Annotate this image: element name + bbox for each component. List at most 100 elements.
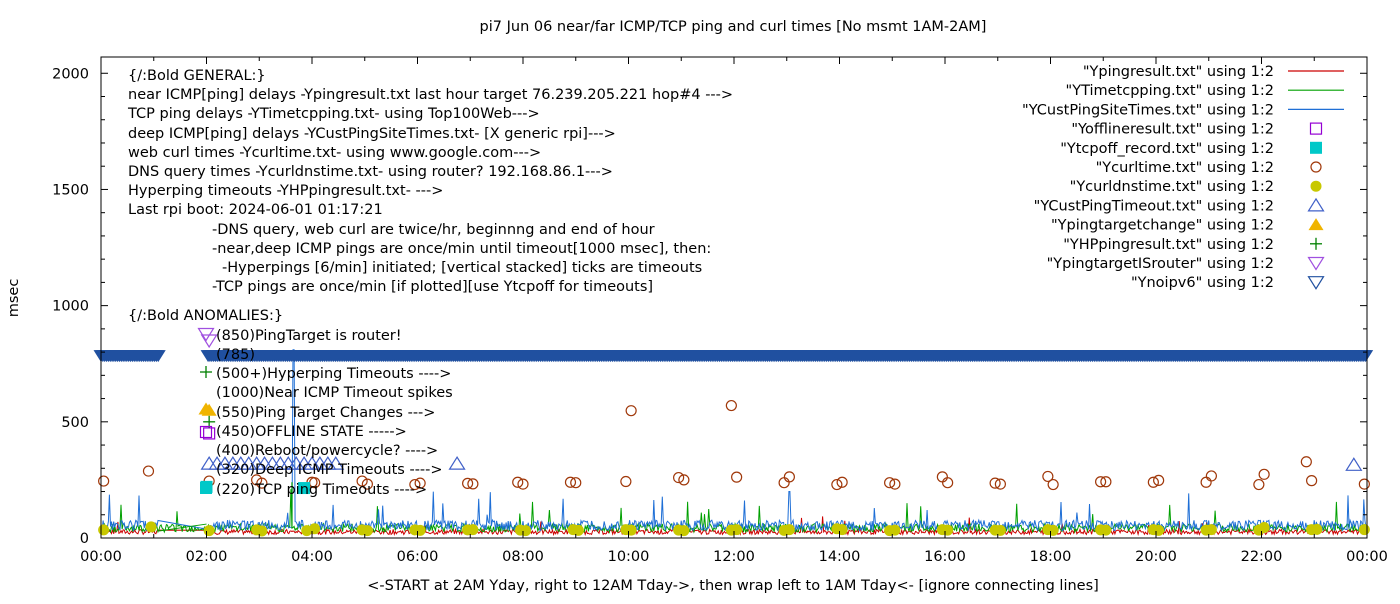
series-ycurltime-txt-point [467, 478, 479, 490]
series-ycurltime-txt-point [678, 474, 690, 486]
tcpping-gap-connector [158, 523, 207, 532]
legend-label-8: "Ypingtargetchange" using 1:2 [1051, 218, 1274, 234]
annotation-3: deep ICMP[ping] delays -YCustPingSiteTim… [128, 126, 616, 142]
x-tick-label: 10:00 [608, 549, 650, 565]
legend-swatch-8 [1308, 218, 1324, 231]
annotation-5: DNS query times -Ycurldnstime.txt- using… [128, 164, 613, 180]
series-ytcpoff-record-txt-point [298, 482, 311, 495]
annotation-7: Last rpi boot: 2024-06-01 01:17:21 [128, 202, 383, 218]
series-ycurltime-txt-point [142, 465, 155, 477]
y-tick-label: 1000 [52, 299, 89, 315]
legend-swatch-11 [1307, 276, 1325, 290]
x-tick-label: 14:00 [819, 549, 861, 565]
series-ycurltime-txt-point [1205, 470, 1217, 482]
x-tick-label: 00:00 [80, 549, 122, 565]
series-ycurltime-txt-point [725, 399, 737, 412]
series-ycurltime-txt-point [1300, 456, 1312, 468]
x-tick-label: 18:00 [1030, 549, 1072, 565]
legend-swatch-7 [1307, 197, 1325, 212]
series-ycurldnstime-txt-point [889, 524, 901, 536]
x-tick-label: 02:00 [186, 549, 228, 565]
series-ycustpingtimeout-txt-point [327, 456, 345, 470]
annotation-glyph-1 [200, 366, 212, 378]
series-ycurltime-txt-point [517, 478, 529, 490]
chart-title: pi7 Jun 06 near/far ICMP/TCP ping and cu… [480, 19, 987, 35]
series-yhppingresult-txt-point [203, 415, 216, 428]
series-ycurltime-txt-point [625, 405, 637, 417]
legend-label-4: "Ytcpoff_record.txt" using 1:2 [1060, 141, 1274, 157]
series-ycurltime-txt-point [256, 477, 268, 489]
legend-label-5: "Ycurltime.txt" using 1:2 [1096, 160, 1274, 176]
series-ycurltime-txt-point [361, 478, 373, 490]
x-tick-label: 06:00 [397, 549, 439, 565]
annotation-1: near ICMP[ping] delays -Ypingresult.txt … [128, 87, 733, 103]
series-ycurltime-txt-point [1253, 478, 1265, 491]
series-ycurltime-txt-point [1100, 476, 1112, 488]
series-ycurldnstime-txt-point [361, 525, 373, 537]
annotation-glyph-0 [197, 327, 215, 342]
series-ycurldnstime-txt-point [572, 524, 584, 536]
series-ycurltime-txt-point [1200, 476, 1212, 488]
series-ycurldnstime-txt-point [1100, 524, 1112, 536]
series-ycurltime-txt-point [731, 471, 743, 483]
series-ycustpingtimeout-txt-point [1345, 457, 1363, 471]
series-ycurldnstime-txt-point [1205, 524, 1217, 536]
y-tick-label: 2000 [52, 66, 89, 82]
series-markers [93, 334, 1374, 537]
axes: 00:00 02:00 04:00 06:00 08:00 10:00 12:00 14:00… [52, 56, 1388, 565]
annotation-18: (450)OFFLINE STATE -----> [216, 424, 407, 440]
series-ycurltime-txt-point [98, 475, 110, 487]
annotation-10: -Hyperpings [6/min] initiated; [vertical… [222, 260, 702, 276]
series-ycurldnstime-txt-point [1311, 523, 1323, 535]
legend-label-10: "YpingtargetISrouter" using 1:2 [1047, 256, 1274, 272]
annotation-13: (850)PingTarget is router! [216, 328, 402, 344]
annotation-2: TCP ping delays -YTimetcpping.txt- using… [127, 106, 540, 122]
annotation-21: (220)TCP ping Timeouts ----> [216, 482, 427, 498]
series-ycurltime-txt-point [889, 478, 901, 490]
legend-label-6: "Ycurldnstime.txt" using 1:2 [1070, 179, 1274, 195]
series-ycustpingtimeout-txt-point [448, 456, 466, 470]
annotation-9: -near,deep ICMP pings are once/min until… [212, 241, 711, 257]
series-ynoipv6-point [150, 350, 166, 363]
series-ycurldnstime-txt-point [414, 524, 426, 536]
series-ycurldnstime-txt-point [1153, 524, 1165, 536]
annotation-19: (400)Reboot/powercycle? ----> [216, 443, 438, 459]
annotation-12: {/:Bold ANOMALIES:} [128, 308, 283, 324]
y-axis-label: msec [6, 279, 22, 318]
annotation-8: -DNS query, web curl are twice/hr, begin… [212, 222, 655, 238]
series-ycurldnstime-txt-point [1258, 522, 1270, 534]
annotation-4: web curl times -Ycurltime.txt- using www… [128, 145, 541, 161]
annotation-glyph-2 [198, 402, 214, 415]
legend-swatch-9 [1310, 237, 1322, 250]
series-ycurltime-txt-point [1095, 476, 1107, 488]
legend-label-2: "YCustPingSiteTimes.txt" using 1:2 [1022, 102, 1274, 118]
annotation-11: -TCP pings are once/min [if plotted][use… [212, 279, 653, 295]
annotation-glyph-3 [199, 425, 213, 439]
series-ycurltime-txt-point [570, 477, 582, 489]
series-ycurltime-txt-point [1147, 476, 1159, 488]
x-tick-label: 04:00 [291, 549, 333, 565]
annotation-17: (550)Ping Target Changes ---> [216, 405, 435, 421]
series-ycustpingtimeout-txt-point [200, 456, 218, 470]
annotation-15: (500+)Hyperping Timeouts ----> [216, 366, 451, 382]
legend-swatch-6 [1310, 180, 1322, 192]
series-ycurldnstime-txt-point [678, 525, 690, 537]
annotation-6: Hyperping timeouts -YHPpingresult.txt- -… [128, 183, 443, 199]
series-ycurltime-txt-point [414, 477, 426, 489]
series-ypingresult-txt-line [100, 516, 1368, 537]
series-ycurldnstime-txt-point [203, 525, 215, 537]
series-ycurldnstime-txt-point [520, 525, 532, 537]
x-tick-label: 08:00 [502, 549, 544, 565]
series-ycurltime-txt-point [994, 478, 1006, 490]
series-ycurldnstime-txt-point [467, 524, 479, 536]
x-tick-label: 00:00 [1346, 549, 1388, 565]
x-tick-label: 12:00 [713, 549, 755, 565]
series-ycurltime-txt-point [564, 476, 577, 488]
x-tick-label: 20:00 [1135, 549, 1177, 565]
series-ycurltime-txt-point [942, 477, 954, 489]
series-ycurldnstime-txt-point [942, 524, 954, 536]
x-axis-label: <-START at 2AM Yday, right to 12AM Tday-… [367, 578, 1099, 594]
series-ycurltime-txt-point [409, 478, 421, 491]
annotation-14: (785) [216, 347, 255, 363]
